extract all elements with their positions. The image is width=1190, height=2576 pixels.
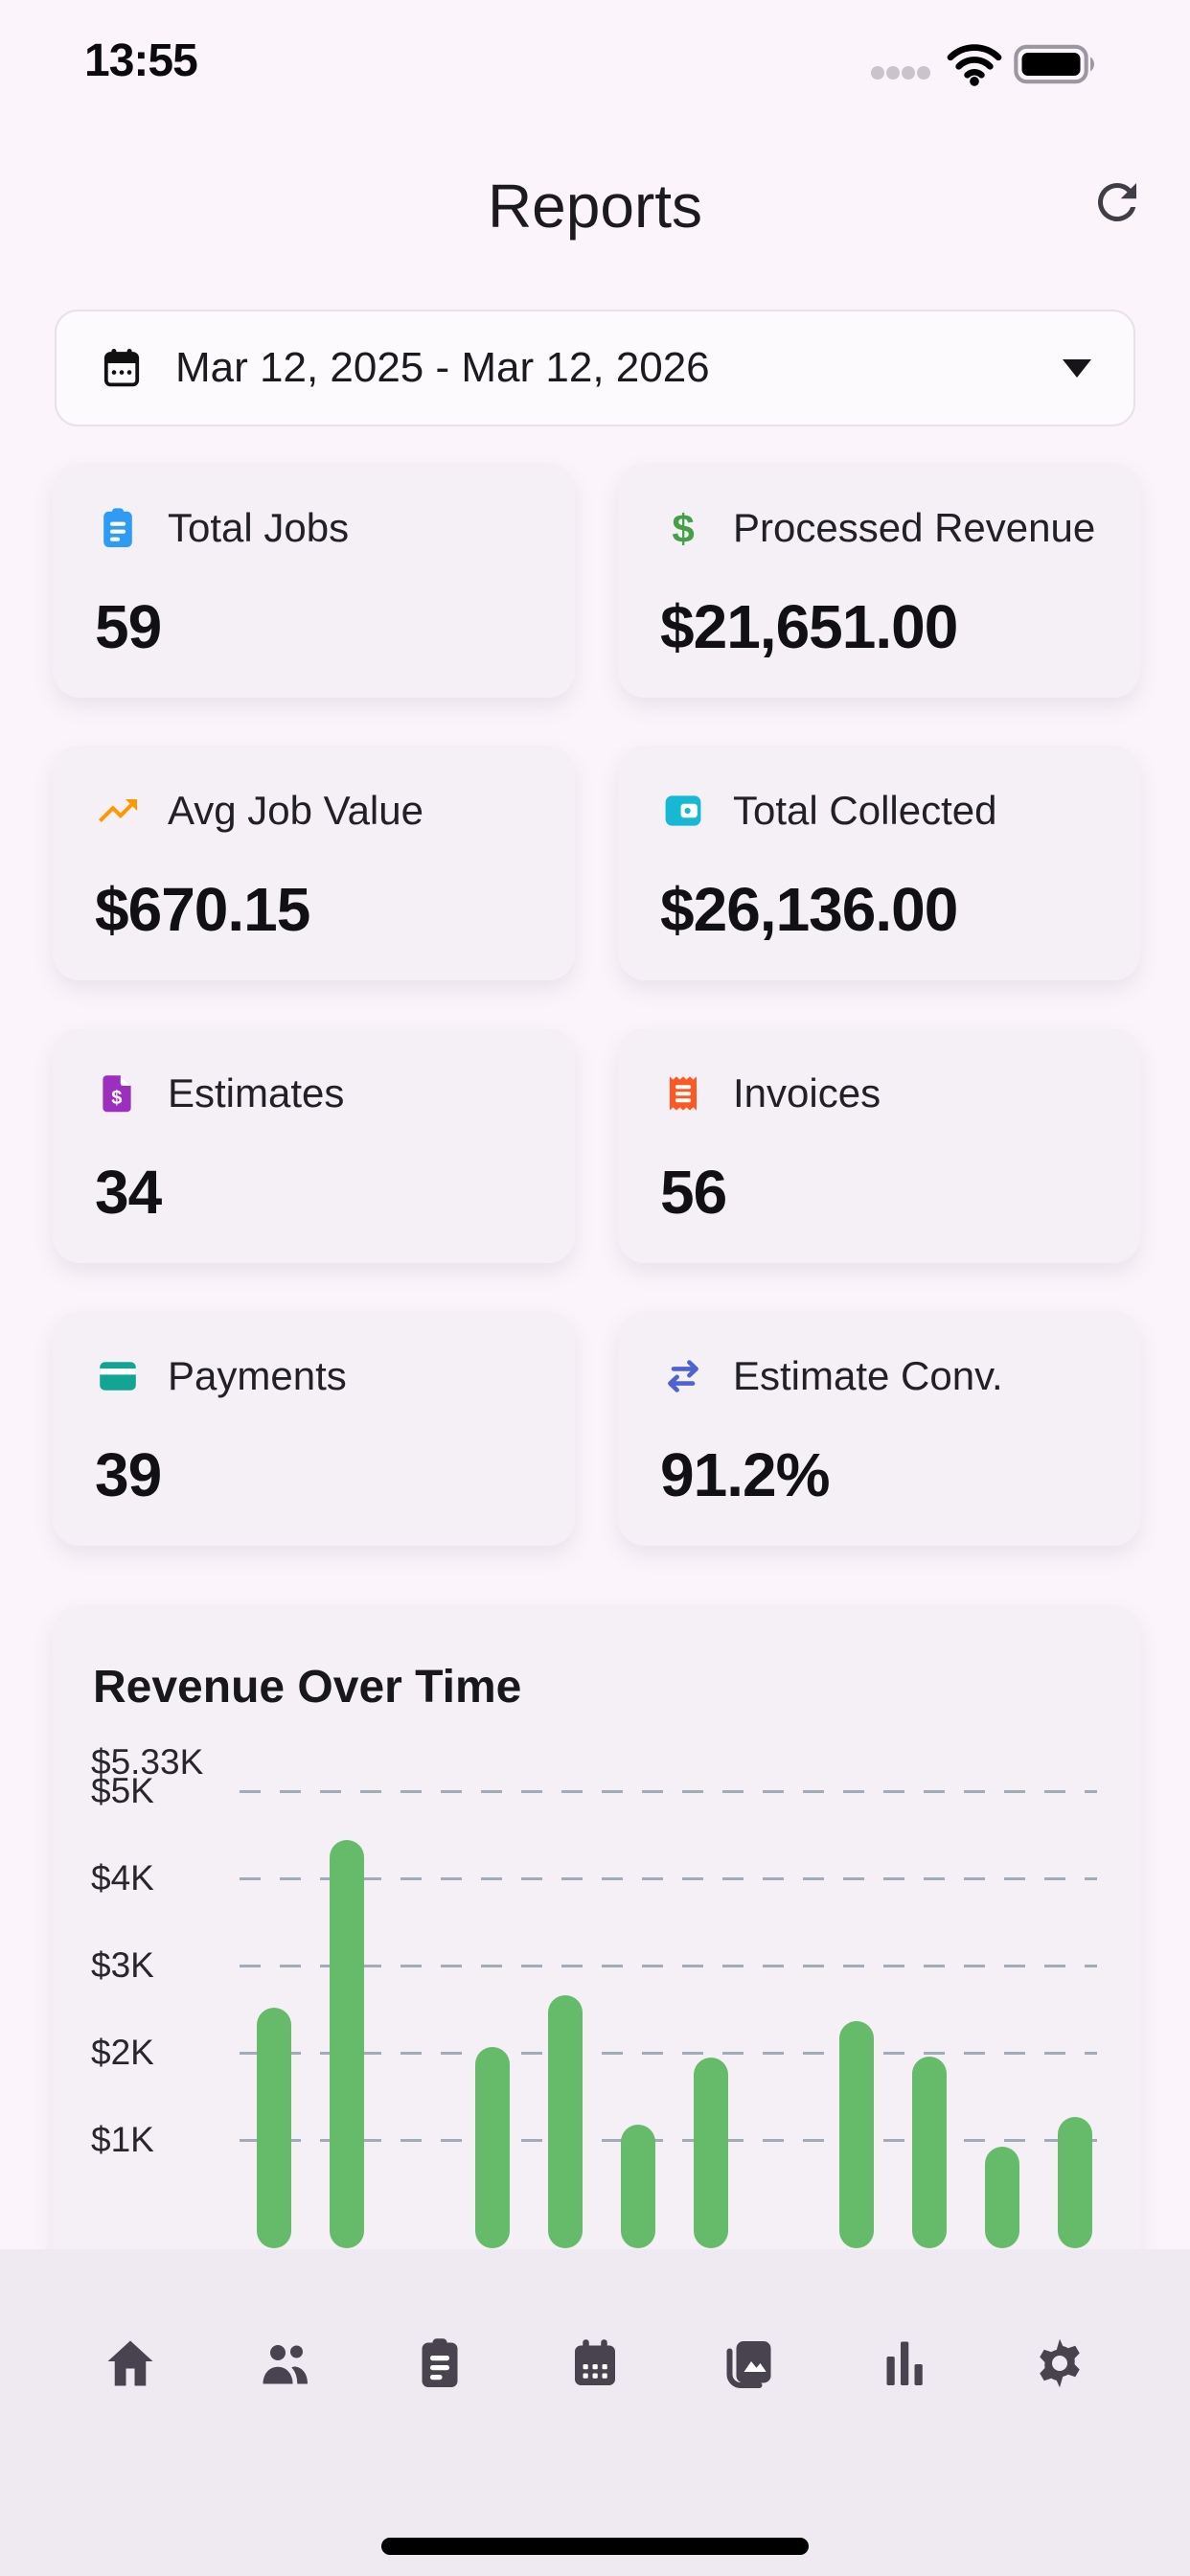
y-axis-tick-label: $3K <box>91 1945 154 1985</box>
tab-item-jobs[interactable] <box>362 2334 517 2395</box>
stat-card-label: Processed Revenue <box>733 505 1096 550</box>
photos-icon <box>721 2334 779 2395</box>
stat-card-header: Total Jobs <box>95 505 537 551</box>
tab-item-reports[interactable] <box>828 2334 983 2395</box>
stat-card-estimate-conv: Estimate Conv. 91.2% <box>618 1311 1140 1546</box>
revenue-bar <box>621 2124 655 2248</box>
stat-card-value: $26,136.00 <box>660 875 958 944</box>
stat-card-value: $21,651.00 <box>660 592 958 661</box>
bar-chart-icon <box>876 2334 933 2395</box>
home-indicator[interactable] <box>381 2538 809 2555</box>
y-axis-tick-label: $1K <box>91 2120 154 2159</box>
stat-card-value: $670.15 <box>95 875 310 944</box>
stat-card-estimates: $ Estimates 34 <box>53 1028 575 1263</box>
tab-item-calendar[interactable] <box>517 2334 673 2395</box>
stat-card-value: 56 <box>660 1158 727 1227</box>
file-dollar-icon: $ <box>95 1070 141 1116</box>
stat-card-header: Payments <box>95 1353 537 1399</box>
battery-icon <box>1014 44 1098 89</box>
credit-card-icon <box>95 1353 141 1399</box>
receipt-icon <box>660 1070 706 1116</box>
stat-card-label: Payments <box>168 1353 347 1398</box>
gridline <box>240 2139 1097 2142</box>
gridline <box>240 1877 1097 1880</box>
y-axis-tick-label: $2K <box>91 2033 154 2072</box>
stat-card-header: Avg Job Value <box>95 788 537 834</box>
stat-card-total-jobs: Total Jobs 59 <box>53 463 575 698</box>
revenue-chart-plot: $5.33K $5K $4K $3K $2K $1K <box>53 1605 1140 2576</box>
tab-item-settings[interactable] <box>982 2334 1137 2395</box>
users-icon <box>257 2334 314 2395</box>
refresh-button[interactable] <box>1087 172 1148 234</box>
stat-card-label: Estimate Conv. <box>733 1353 1003 1398</box>
page-title: Reports <box>487 172 703 241</box>
wifi-icon <box>945 42 1004 91</box>
stat-card-header: Invoices <box>660 1070 1102 1116</box>
swap-arrows-icon <box>660 1353 706 1399</box>
stat-card-value: 34 <box>95 1158 162 1227</box>
tab-item-clients[interactable] <box>208 2334 363 2395</box>
revenue-bar <box>548 1994 583 2248</box>
svg-text:$: $ <box>672 506 694 551</box>
calendar-filled-icon <box>566 2334 624 2395</box>
gridline <box>240 1965 1097 1967</box>
stat-card-header: Total Collected <box>660 788 1102 834</box>
status-time: 13:55 <box>84 35 198 86</box>
home-icon <box>102 2334 159 2395</box>
tab-item-photos[interactable] <box>673 2334 828 2395</box>
gear-icon <box>1031 2334 1088 2395</box>
stat-card-avg-job-value: Avg Job Value $670.15 <box>53 746 575 980</box>
dollar-icon: $ <box>660 505 706 551</box>
date-range-picker[interactable]: Mar 12, 2025 - Mar 12, 2026 <box>55 310 1135 426</box>
tab-bar <box>0 2249 1190 2576</box>
stats-grid: Total Jobs 59 $ Processed Revenue $21,65… <box>53 463 1140 1546</box>
y-axis-tick-label: $5K <box>91 1771 154 1810</box>
chevron-down-icon <box>1063 358 1091 378</box>
refresh-icon <box>1088 182 1146 234</box>
stat-card-header: $ Estimates <box>95 1070 537 1116</box>
stat-card-invoices: Invoices 56 <box>618 1028 1140 1263</box>
gridline <box>240 2052 1097 2055</box>
svg-text:$: $ <box>111 1088 122 1109</box>
revenue-bar <box>475 2046 510 2248</box>
stat-card-header: Estimate Conv. <box>660 1353 1102 1399</box>
clipboard-icon <box>411 2334 469 2395</box>
revenue-bar <box>839 2021 874 2248</box>
revenue-bar <box>985 2147 1019 2248</box>
stat-card-label: Total Jobs <box>168 505 350 550</box>
stat-card-payments: Payments 39 <box>53 1311 575 1546</box>
revenue-bar <box>257 2007 291 2248</box>
y-axis-tick-label: $4K <box>91 1858 154 1898</box>
revenue-bar <box>694 2058 728 2248</box>
calendar-icon <box>99 345 145 391</box>
date-range-value: Mar 12, 2025 - Mar 12, 2026 <box>175 344 710 391</box>
revenue-bar <box>1058 2117 1092 2248</box>
wallet-icon <box>660 788 706 834</box>
revenue-bar <box>912 2056 947 2248</box>
trending-up-icon <box>95 788 141 834</box>
stat-card-value: 59 <box>95 592 162 661</box>
stat-card-label: Total Collected <box>733 788 997 833</box>
cellular-dots-icon <box>870 65 931 85</box>
stat-card-label: Invoices <box>733 1070 881 1116</box>
clipboard-icon <box>95 505 141 551</box>
stat-card-total-collected: Total Collected $26,136.00 <box>618 746 1140 980</box>
stat-card-label: Estimates <box>168 1070 345 1116</box>
stat-card-value: 39 <box>95 1440 162 1509</box>
gridline <box>240 1790 1097 1793</box>
tab-item-home[interactable] <box>53 2334 208 2395</box>
stat-card-value: 91.2% <box>660 1440 830 1509</box>
chart-title: Revenue Over Time <box>93 1662 522 1713</box>
stat-card-processed-revenue: $ Processed Revenue $21,651.00 <box>618 463 1140 698</box>
revenue-bar <box>330 1839 364 2248</box>
stat-card-header: $ Processed Revenue <box>660 505 1102 551</box>
y-axis-tick-label: $5.33K <box>91 1741 204 1782</box>
stat-card-label: Avg Job Value <box>168 788 423 833</box>
